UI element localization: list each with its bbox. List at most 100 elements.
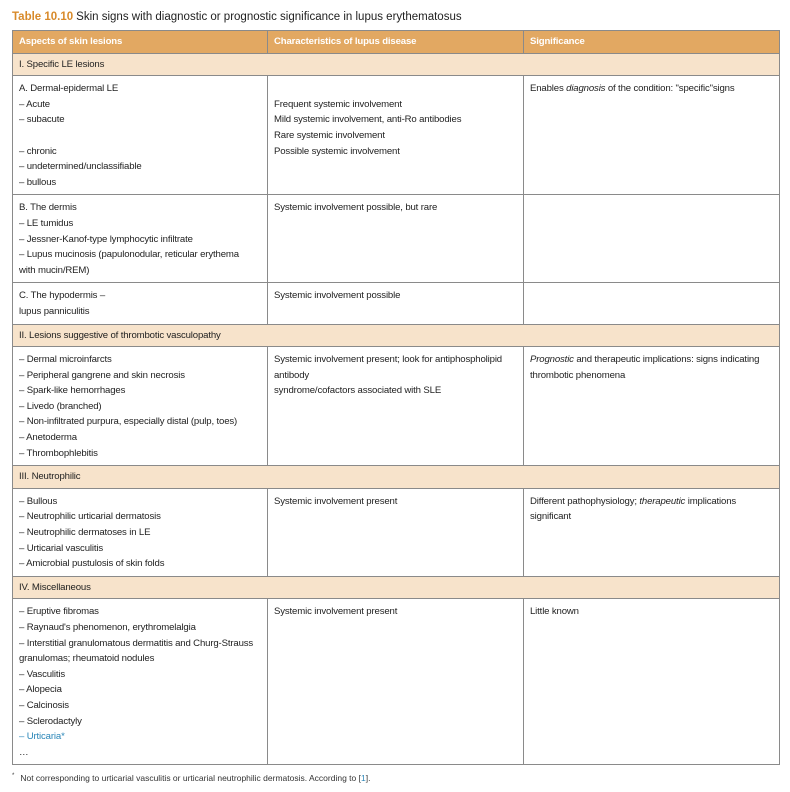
cell-aspects: – Dermal microinfarcts – Peripheral gangr…	[12, 346, 268, 467]
cell-aspects: – Bullous – Neutrophilic urticarial derma…	[12, 487, 268, 577]
cell-text: Little known	[530, 606, 579, 618]
section-label: II. Lesions suggestive of thrombotic vas…	[12, 323, 780, 348]
cell-significance	[523, 194, 780, 284]
cell-line: with mucin/REM)	[19, 264, 90, 276]
cell-line: – Alopecia	[19, 684, 62, 696]
cell-line: – Sclerodactyly	[19, 715, 82, 727]
section-label: I. Specific LE lesions	[12, 52, 780, 77]
section-label: III. Neutrophilic	[12, 465, 780, 489]
cell-line: – Jessner-Kanof-type lymphocytic infiltr…	[19, 233, 193, 245]
cell-line: – Thrombophlebitis	[19, 447, 98, 459]
cell-line[interactable]: – Urticaria*	[19, 731, 65, 743]
cell-line: granulomas; rheumatoid nodules	[19, 653, 155, 665]
cell-line: – Lupus mucinosis (papulonodular, reticu…	[19, 249, 239, 261]
cell-characteristics: Systemic involvement possible	[267, 282, 524, 325]
cell-line: A. Dermal-epidermal LE	[19, 83, 119, 95]
cell-characteristics: Systemic involvement present; look for a…	[267, 346, 524, 467]
table-row: B. The dermis – LE tumidus – Jessner-Kanof…	[12, 194, 780, 284]
cell-line: Possible systemic involvement	[274, 145, 400, 157]
cell-line: Systemic involvement possible, but rare	[274, 202, 438, 214]
cell-line: Different pathophysiology; therapeutic i…	[530, 494, 773, 510]
cell-line: Systemic involvement present	[274, 606, 398, 618]
cell-line: – Spark-like hemorrhages	[19, 385, 126, 397]
section-row: I. Specific LE lesions	[12, 52, 780, 77]
cell-aspects: B. The dermis – LE tumidus – Jessner-Kanof…	[12, 194, 268, 284]
cell-line: Frequent systemic involvement	[274, 98, 402, 110]
cell-significance: Different pathophysiology; therapeutic i…	[523, 487, 780, 577]
cell-line: Systemic involvement possible	[274, 290, 401, 302]
cell-characteristics: Systemic involvement present	[267, 487, 524, 577]
cell-text: thrombotic phenomena	[530, 369, 626, 381]
cell-text: significant	[530, 511, 572, 523]
emphasis-text: diagnosis	[566, 83, 606, 95]
table-row: – Dermal microinfarcts – Peripheral gangr…	[12, 346, 780, 467]
cell-line: Mild systemic involvement, anti-Ro antib…	[274, 114, 462, 126]
cell-line: – Vasculitis	[19, 668, 66, 680]
cell-aspects: A. Dermal-epidermal LE – Acute – subacute …	[12, 75, 268, 196]
cell-line: – chronic	[19, 145, 57, 157]
cell-line: Little known	[530, 604, 773, 620]
cell-line: – subacute	[19, 114, 65, 126]
table-row: – Eruptive fibromas – Raynaud's phenomeno…	[12, 598, 780, 766]
footnote: * Not corresponding to urticarial vasculi…	[12, 770, 779, 784]
cell-text: Different pathophysiology;	[530, 495, 640, 507]
table-title: Skin signs with diagnostic or prognostic…	[76, 11, 462, 23]
footnote-text: Not corresponding to urticarial vasculit…	[20, 773, 361, 784]
cell-line: Enables diagnosis of the condition: "spe…	[530, 81, 773, 97]
cell-line: – Non-infiltrated purpura, especially di…	[19, 416, 238, 428]
cell-line: Rare systemic involvement	[274, 129, 385, 141]
cell-line: syndrome/cofactors associated with SLE	[274, 385, 442, 397]
cell-significance: Prognostic and therapeutic implications:…	[523, 346, 780, 467]
cell-line: – Dermal microinfarcts	[19, 354, 112, 366]
cell-line: – Urticarial vasculitis	[19, 542, 103, 554]
cell-line: lupus panniculitis	[19, 305, 90, 317]
cell-line: – Raynaud's phenomenon, erythromelalgia	[19, 622, 196, 633]
header-characteristics: Characteristics of lupus disease	[267, 30, 524, 54]
cell-line: – Neutrophilic dermatoses in LE	[19, 527, 151, 539]
cell-significance: Little known	[523, 598, 780, 766]
cell-aspects: C. The hypodermis – lupus panniculitis	[12, 282, 268, 325]
header-significance: Significance	[523, 30, 780, 54]
table-row: C. The hypodermis – lupus panniculitis Sys…	[12, 282, 780, 325]
emphasis-text: therapeutic	[639, 495, 686, 507]
cell-line: Prognostic and therapeutic implications:…	[530, 352, 773, 368]
cell-line: – Calcinosis	[19, 699, 69, 711]
cell-text: Enables	[530, 83, 567, 95]
cell-aspects: – Eruptive fibromas – Raynaud's phenomeno…	[12, 598, 268, 766]
cell-line: Systemic involvement present; look for a…	[274, 354, 502, 381]
table-row: A. Dermal-epidermal LE – Acute – subacute …	[12, 75, 780, 196]
cell-significance	[523, 282, 780, 325]
cell-characteristics: Systemic involvement possible, but rare	[267, 194, 524, 284]
table-caption: Table 10.10 Skin signs with diagnostic or…	[12, 11, 790, 30]
cell-line: – Interstitial granulomatous dermatitis …	[19, 637, 254, 649]
cell-line: – Amicrobial pustulosis of skin folds	[19, 558, 165, 570]
section-label: IV. Miscellaneous	[12, 575, 780, 600]
cell-line: – Livedo (branched)	[19, 400, 102, 412]
footnote-end: ].	[365, 773, 371, 784]
cell-text: implications	[685, 495, 737, 507]
cell-line: thrombotic phenomena	[530, 368, 773, 384]
footnote-marker: *	[12, 773, 15, 780]
cell-line: …	[19, 746, 29, 758]
section-row: IV. Miscellaneous	[12, 575, 780, 600]
cell-line: – bullous	[19, 176, 57, 188]
cell-characteristics: Systemic involvement present	[267, 598, 524, 766]
cell-text: and therapeutic implications: signs indi…	[573, 354, 760, 366]
cell-significance: Enables diagnosis of the condition: "spe…	[523, 75, 780, 196]
cell-line: – Anetoderma	[19, 432, 77, 444]
cell-line	[19, 128, 261, 144]
cell-line: significant	[530, 509, 773, 525]
cell-line: Systemic involvement present	[274, 495, 398, 507]
lupus-skin-signs-table: Aspects of skin lesions Characteristics …	[12, 30, 780, 766]
cell-line: – Bullous	[19, 495, 58, 507]
cell-line: – Peripheral gangrene and skin necrosis	[19, 369, 185, 381]
cell-line	[274, 81, 517, 97]
cell-line: – Eruptive fibromas	[19, 606, 99, 618]
cell-line: C. The hypodermis –	[19, 290, 106, 302]
table-header-row: Aspects of skin lesions Characteristics …	[12, 30, 780, 54]
cell-line: – LE tumidus	[19, 217, 74, 229]
emphasis-text: Prognostic	[530, 354, 574, 366]
cell-line: – Acute	[19, 98, 50, 110]
header-aspects: Aspects of skin lesions	[12, 30, 268, 54]
cell-characteristics: Frequent systemic involvement Mild system…	[267, 75, 524, 196]
